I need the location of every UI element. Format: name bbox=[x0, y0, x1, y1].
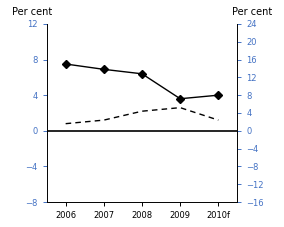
Text: Per cent: Per cent bbox=[12, 7, 53, 17]
Text: Per cent: Per cent bbox=[231, 7, 272, 17]
